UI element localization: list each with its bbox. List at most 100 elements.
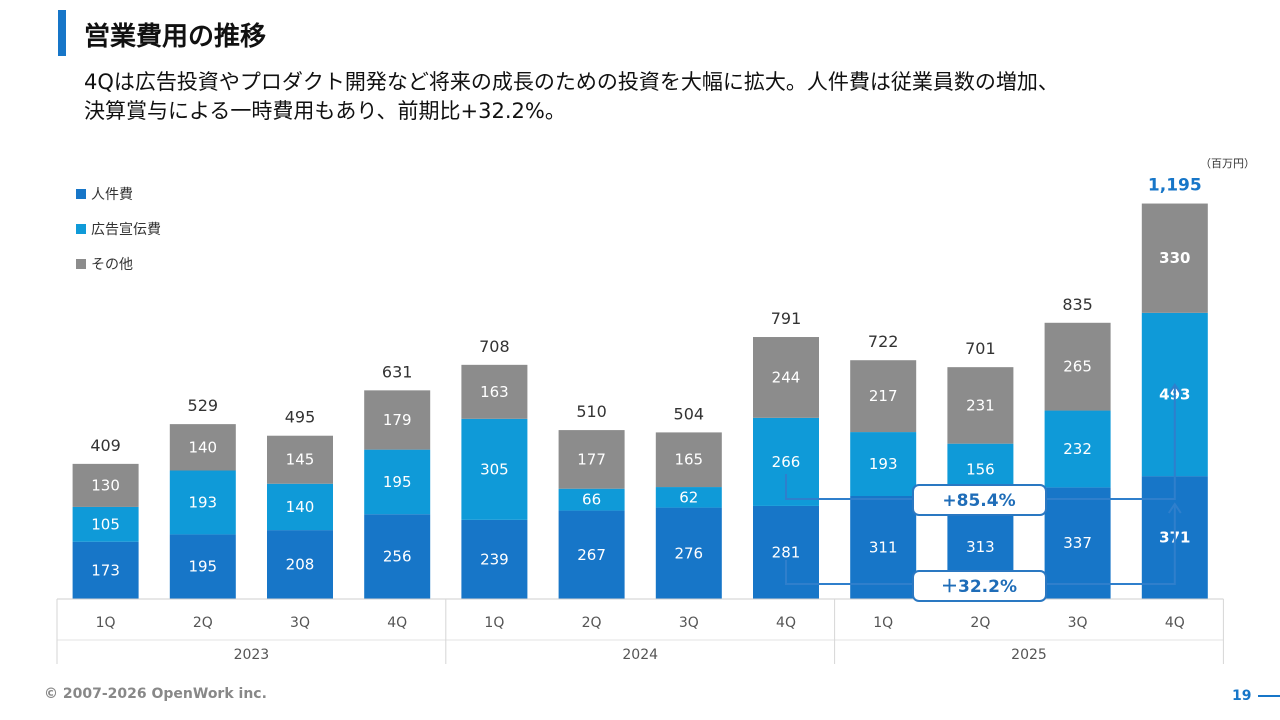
x-tick-label: 4Q bbox=[387, 615, 407, 631]
data-label: 266 bbox=[772, 453, 801, 471]
x-tick-label: 1Q bbox=[96, 615, 116, 631]
x-tick-label: 3Q bbox=[1068, 615, 1088, 631]
data-label: 267 bbox=[577, 546, 606, 564]
year-label: 2023 bbox=[234, 647, 270, 663]
bar-segment bbox=[655, 507, 722, 599]
bar-segment bbox=[1044, 410, 1111, 488]
x-tick-label: 2Q bbox=[582, 615, 602, 631]
data-label: 337 bbox=[1063, 534, 1092, 552]
bar-segment bbox=[1044, 487, 1111, 599]
bar-segment bbox=[850, 432, 917, 496]
x-tick-label: 4Q bbox=[776, 615, 796, 631]
legend-swatch-other bbox=[76, 258, 86, 269]
total-label: 722 bbox=[868, 332, 899, 351]
data-label: 305 bbox=[480, 460, 509, 478]
legend-label-personnel: 人件費 bbox=[91, 186, 133, 203]
x-tick-label: 1Q bbox=[873, 615, 893, 631]
data-label: 276 bbox=[674, 544, 703, 562]
data-label: 193 bbox=[188, 493, 217, 511]
total-label: 791 bbox=[771, 309, 802, 328]
data-label: 193 bbox=[869, 455, 898, 473]
data-label: 140 bbox=[188, 438, 217, 456]
subtitle-line-1: 4Qは広告投資やプロダクト開発など将来の成長のための投資を大幅に拡大。人件費は従… bbox=[84, 70, 1059, 94]
bar-segment bbox=[72, 463, 139, 507]
data-label: 239 bbox=[480, 550, 509, 568]
data-label: 140 bbox=[286, 498, 315, 516]
legend-item-personnel: 人件費 bbox=[76, 176, 161, 211]
data-label: 311 bbox=[869, 538, 898, 556]
callout-box bbox=[912, 484, 1047, 516]
page-number-line bbox=[1258, 695, 1280, 697]
data-label: 179 bbox=[383, 411, 412, 429]
total-label: 708 bbox=[479, 337, 510, 356]
bar-segment bbox=[72, 541, 139, 599]
legend-swatch-personnel bbox=[76, 188, 86, 199]
bar-segment bbox=[850, 495, 917, 599]
data-label: 232 bbox=[1063, 440, 1092, 458]
total-label: 701 bbox=[965, 339, 996, 358]
data-label: 66 bbox=[582, 491, 601, 509]
data-label: 173 bbox=[91, 561, 120, 579]
data-label: 105 bbox=[91, 515, 120, 533]
bar-segment bbox=[169, 470, 236, 535]
x-tick-label: 2Q bbox=[970, 615, 990, 631]
bar-segment bbox=[655, 432, 722, 488]
data-label: 281 bbox=[772, 543, 801, 561]
data-label: 177 bbox=[577, 450, 606, 468]
bar-segment bbox=[558, 488, 625, 511]
data-label: 313 bbox=[966, 538, 995, 556]
page-subtitle: 4Qは広告投資やプロダクト開発など将来の成長のための投資を大幅に拡大。人件費は従… bbox=[84, 68, 1059, 126]
bar-segment bbox=[364, 390, 431, 450]
legend-label-other: その他 bbox=[91, 256, 133, 273]
year-label: 2025 bbox=[1011, 647, 1047, 663]
arrowhead bbox=[1167, 502, 1182, 514]
bar-segment bbox=[169, 424, 236, 471]
total-label: 1,195 bbox=[1148, 176, 1202, 196]
x-tick-label: 3Q bbox=[679, 615, 699, 631]
bar-segment bbox=[850, 360, 917, 433]
bar-segment bbox=[947, 367, 1014, 444]
bar-segment bbox=[558, 430, 625, 489]
bar-segment bbox=[558, 510, 625, 599]
bar-segment bbox=[267, 483, 333, 531]
bar-segment bbox=[461, 519, 528, 599]
data-label: 163 bbox=[480, 383, 509, 401]
total-label: 835 bbox=[1062, 295, 1093, 314]
legend-item-other: その他 bbox=[76, 246, 161, 281]
data-label: 330 bbox=[1159, 249, 1190, 267]
page-number: 19 bbox=[1232, 688, 1252, 704]
total-label: 495 bbox=[285, 408, 316, 427]
callout-box bbox=[912, 570, 1047, 602]
data-label: 256 bbox=[383, 548, 412, 566]
unit-label: （百万円） bbox=[1200, 157, 1255, 170]
bar-segment bbox=[72, 506, 139, 542]
chart-legend: 人件費 広告宣伝費 その他 bbox=[76, 176, 161, 281]
title-accent-bar bbox=[58, 10, 66, 56]
bar-segment bbox=[461, 418, 528, 520]
total-label: 510 bbox=[576, 402, 607, 421]
bar-segment bbox=[364, 514, 431, 599]
data-label: 217 bbox=[869, 387, 898, 405]
x-tick-label: 2Q bbox=[193, 615, 213, 631]
x-tick-label: 4Q bbox=[1165, 615, 1185, 631]
data-label: 62 bbox=[679, 488, 698, 506]
data-label: 165 bbox=[674, 451, 703, 469]
total-label: 631 bbox=[382, 362, 413, 381]
total-label: 409 bbox=[90, 436, 121, 455]
bar-segment bbox=[169, 534, 236, 599]
bar-segment bbox=[267, 435, 333, 484]
data-label: 156 bbox=[966, 461, 995, 479]
bar-segment bbox=[461, 364, 528, 419]
data-label: 244 bbox=[772, 368, 801, 386]
callout-label: +85.4% bbox=[942, 491, 1015, 511]
x-tick-label: 3Q bbox=[290, 615, 310, 631]
bar-segment bbox=[267, 530, 333, 599]
data-label: 265 bbox=[1063, 358, 1092, 376]
bar-segment bbox=[364, 449, 431, 515]
data-label: 130 bbox=[91, 476, 120, 494]
legend-swatch-advertising bbox=[76, 223, 86, 234]
data-label: 231 bbox=[966, 396, 995, 414]
data-label: 208 bbox=[286, 556, 315, 574]
copyright-footer: © 2007-2026 OpenWork inc. bbox=[44, 686, 267, 702]
